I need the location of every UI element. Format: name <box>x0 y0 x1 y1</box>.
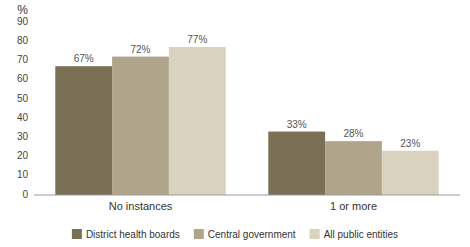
bar <box>382 151 439 195</box>
y-tick-label: 30 <box>17 131 29 142</box>
legend-swatch <box>72 229 82 239</box>
bar <box>55 66 112 195</box>
y-tick-label: 90 <box>17 16 29 27</box>
legend-swatch <box>194 229 204 239</box>
y-tick-label: 40 <box>17 112 29 123</box>
bar <box>325 141 382 195</box>
legend-label: District health boards <box>86 229 180 240</box>
data-label: 77% <box>187 34 207 45</box>
bar <box>112 57 169 195</box>
y-tick-label: 60 <box>17 73 29 84</box>
y-tick-label: 0 <box>22 189 28 200</box>
legend-label: Central government <box>208 229 296 240</box>
chart: 0 10 20 30 40 50 60 70 80 90% 67% 33% 72% 28% 77% 23% No… <box>0 0 470 247</box>
data-label: 23% <box>400 138 420 149</box>
legend-swatch <box>310 229 320 239</box>
data-label: 67% <box>74 53 94 64</box>
data-labels: 67% 33% 72% 28% 77% 23% <box>74 34 421 149</box>
bar <box>268 132 325 195</box>
x-axis-line <box>34 195 460 196</box>
y-tick-label: 70 <box>17 54 29 65</box>
data-label: 28% <box>343 128 363 139</box>
x-tick-label: No instances <box>109 200 173 212</box>
legend-label: All public entities <box>324 229 398 240</box>
x-tick-label: 1 or more <box>330 200 377 212</box>
y-axis-label: % <box>17 3 28 17</box>
legend: District health boards Central government… <box>72 229 398 240</box>
y-tick-label: 20 <box>17 150 29 161</box>
bars <box>55 47 438 195</box>
data-label: 72% <box>130 44 150 55</box>
data-label: 33% <box>287 119 307 130</box>
y-tick-label: 50 <box>17 93 29 104</box>
y-tick-label: 10 <box>17 169 29 180</box>
y-tick-label: 80 <box>17 35 29 46</box>
bar <box>169 47 226 195</box>
